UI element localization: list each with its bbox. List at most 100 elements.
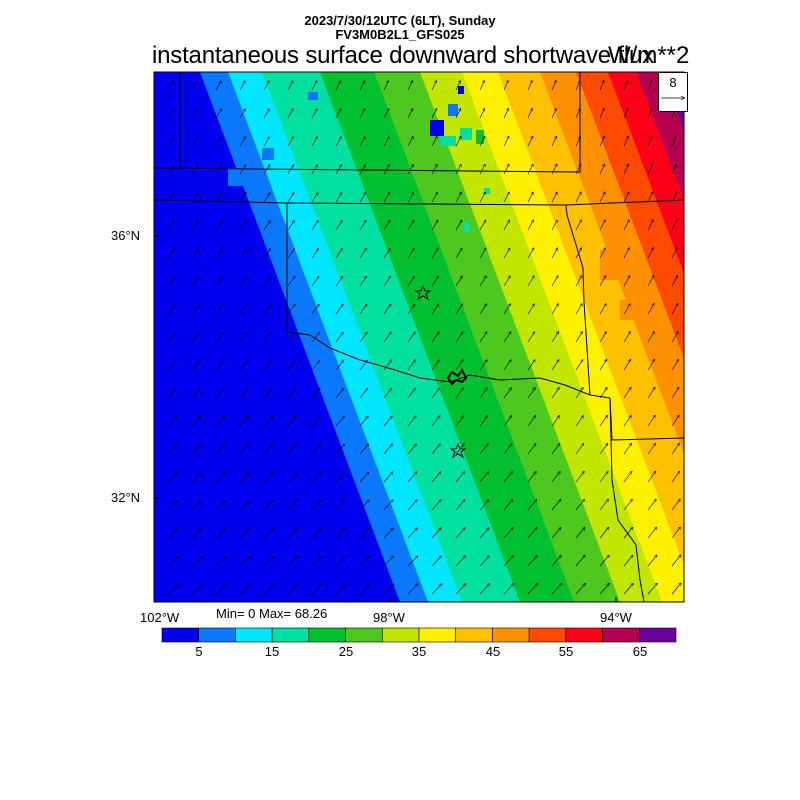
- wind-arrow: [623, 164, 629, 175]
- wind-arrow: [191, 81, 197, 91]
- wind-arrow: [431, 220, 438, 231]
- wind-arrow: [407, 276, 414, 287]
- wind-arrow: [407, 444, 416, 455]
- wind-arrow: [383, 472, 393, 483]
- flux-band: [498, 72, 684, 565]
- wind-arrow: [215, 361, 224, 371]
- wind-arrow: [431, 444, 440, 455]
- wind-arrow: [599, 220, 605, 231]
- wind-arrow: [455, 584, 466, 595]
- wind-arrow: [431, 360, 439, 371]
- wind-arrow: [527, 556, 537, 567]
- wind-arrow: [551, 220, 557, 231]
- wind-arrow: [311, 500, 321, 511]
- wind-arrow: [455, 165, 461, 175]
- wind-arrow: [215, 501, 226, 511]
- wind-arrow: [527, 332, 535, 343]
- wind-arrow: [359, 556, 370, 567]
- wind-arrow: [527, 388, 535, 399]
- wind-arrow: [263, 361, 272, 371]
- reference-vector-value: 8: [669, 75, 677, 90]
- wind-arrow: [479, 276, 486, 287]
- wind-arrow: [479, 416, 488, 427]
- wind-arrow: [287, 557, 298, 567]
- wind-arrow: [671, 415, 679, 427]
- star-marker-north: [414, 284, 432, 301]
- wind-arrow: [167, 333, 176, 343]
- wind-arrow: [359, 500, 369, 511]
- wind-arrow: [263, 585, 274, 595]
- wind-arrow: [383, 81, 389, 91]
- wind-arrow: [431, 500, 441, 511]
- wind-arrow: [263, 529, 274, 539]
- wind-arrow: [575, 528, 585, 539]
- model-header: FV3M0B2L1_GFS025: [335, 27, 465, 42]
- wind-arrow: [407, 360, 415, 371]
- wind-arrow: [455, 528, 465, 539]
- wind-arrow: [575, 472, 584, 483]
- state-boundaries: [154, 72, 684, 602]
- wind-arrow: [455, 220, 462, 231]
- wind-arrow: [311, 193, 318, 203]
- units-label: W/m**2: [608, 42, 690, 69]
- wind-arrow: [239, 473, 249, 483]
- wind-arrow: [407, 304, 415, 315]
- wind-arrow: [215, 221, 222, 231]
- wind-arrow: [191, 137, 198, 147]
- wind-arrow: [359, 109, 365, 119]
- wind-arrow: [599, 304, 606, 315]
- wind-arrow: [335, 221, 342, 231]
- wind-arrow: [575, 388, 583, 399]
- wind-arrow: [551, 388, 559, 399]
- wind-arrow: [647, 332, 654, 343]
- colorbar-swatch: [381, 627, 420, 643]
- wind-arrow: [575, 360, 583, 371]
- wind-arrow: [647, 220, 653, 231]
- wind-arrow: [431, 248, 438, 259]
- wind-arrow: [503, 584, 514, 595]
- axis-ticks: [153, 235, 617, 602]
- wind-arrow: [551, 81, 556, 91]
- wind-arrow: [623, 136, 628, 147]
- wind-arrow: [287, 109, 293, 119]
- wind-arrow: [239, 305, 247, 315]
- wind-arrow: [647, 164, 653, 175]
- wind-arrow: [263, 389, 272, 399]
- wind-arrow: [455, 472, 464, 483]
- wind-arrow: [623, 81, 628, 91]
- wind-arrow: [503, 472, 512, 483]
- wind-arrow: [599, 444, 608, 455]
- reference-vector-box: 8: [658, 72, 688, 112]
- lon-label-94w: 94°W: [600, 610, 632, 625]
- wind-arrow: [599, 192, 605, 203]
- wind-arrow: [647, 583, 657, 595]
- wind-arrow: [527, 528, 537, 539]
- wind-arrow: [215, 529, 226, 539]
- wind-arrow: [623, 528, 633, 539]
- wind-arrow: [551, 472, 560, 483]
- wind-arrow: [239, 249, 247, 259]
- wind-arrow: [671, 276, 678, 287]
- wind-arrow: [407, 556, 418, 567]
- wind-arrow: [407, 248, 414, 259]
- wind-arrow: [383, 416, 392, 427]
- lon-label-98w: 98°W: [373, 610, 405, 625]
- wind-arrow: [503, 109, 508, 119]
- wind-arrow: [335, 304, 343, 315]
- wind-arrow: [311, 332, 319, 343]
- wind-arrow: [671, 555, 681, 567]
- wind-arrow: [311, 584, 322, 595]
- wind-arrow: [287, 137, 293, 147]
- wind-arrow: [503, 556, 513, 567]
- wind-arrow: [167, 165, 174, 175]
- wind-arrow: [167, 473, 177, 483]
- wind-arrow: [407, 109, 413, 119]
- wind-arrow: [431, 304, 439, 315]
- wind-arrow: [503, 192, 509, 203]
- wind-arrow: [575, 304, 582, 315]
- wind-arrow: [647, 499, 656, 511]
- colorbar-swatch: [528, 627, 567, 643]
- wind-arrow: [311, 305, 319, 315]
- wind-arrow: [479, 584, 490, 595]
